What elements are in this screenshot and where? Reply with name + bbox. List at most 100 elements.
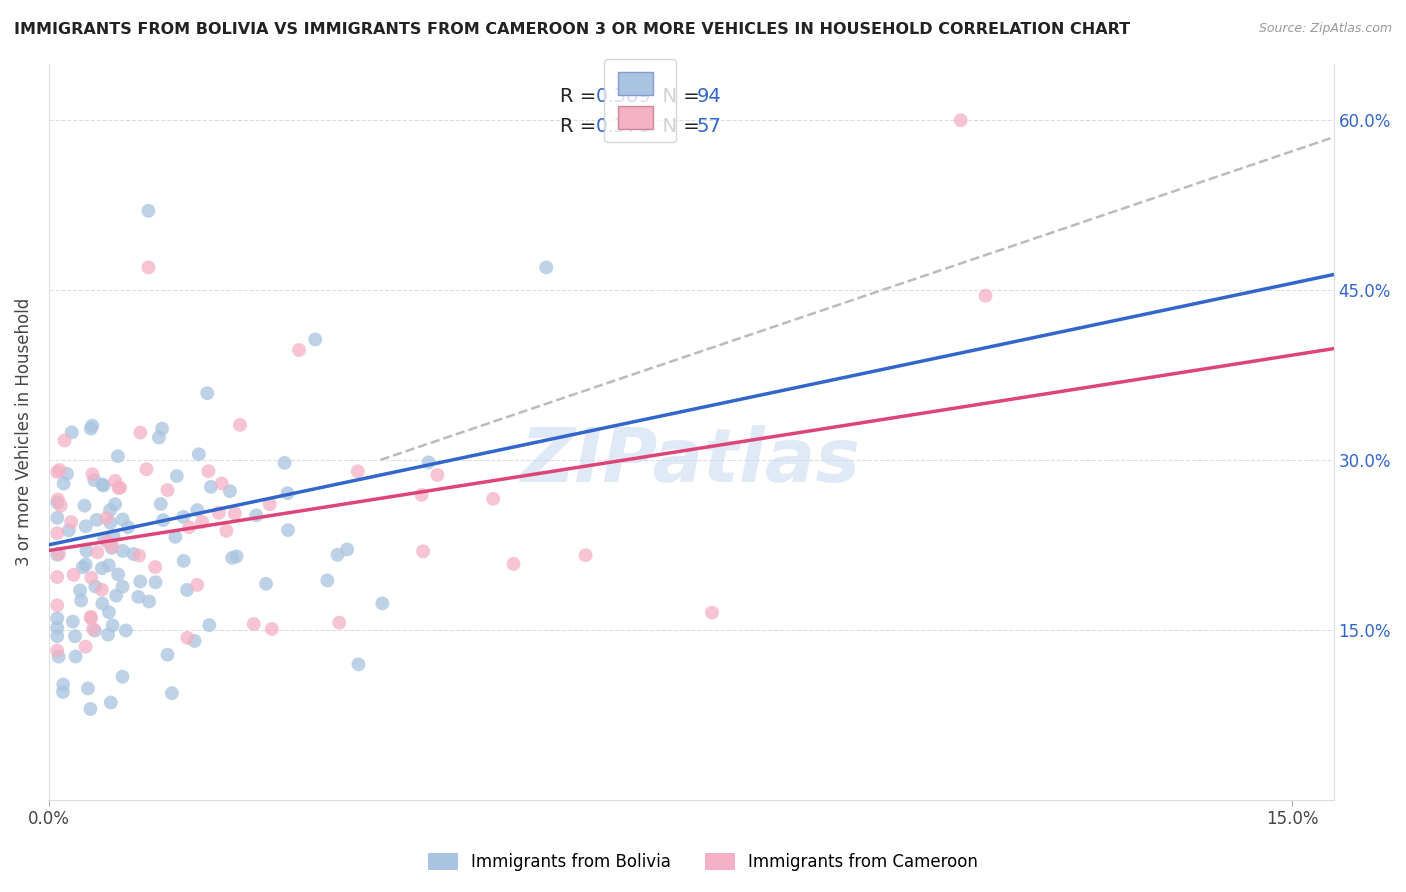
Point — [75, 544, 97, 558]
Point — [215, 524, 238, 538]
Point — [186, 503, 208, 517]
Point — [346, 464, 368, 478]
Point — [86, 513, 108, 527]
Point — [371, 596, 394, 610]
Point — [46, 548, 69, 562]
Point — [259, 497, 281, 511]
Point — [502, 557, 524, 571]
Point — [91, 561, 114, 575]
Point — [52, 685, 75, 699]
Point — [82, 622, 104, 636]
Point — [411, 488, 433, 502]
Point — [93, 533, 115, 547]
Text: R =: R = — [560, 117, 603, 136]
Y-axis label: 3 or more Vehicles in Household: 3 or more Vehicles in Household — [15, 297, 32, 566]
Point — [100, 696, 122, 710]
Point — [165, 530, 187, 544]
Point — [156, 648, 179, 662]
Point — [62, 615, 84, 629]
Point — [328, 615, 350, 630]
Point — [48, 547, 70, 561]
Point — [107, 567, 129, 582]
Point — [80, 571, 103, 585]
Point — [48, 649, 70, 664]
Point — [97, 627, 120, 641]
Point — [46, 510, 69, 524]
Point — [254, 576, 277, 591]
Point — [316, 574, 339, 588]
Point — [100, 516, 122, 530]
Point — [288, 343, 311, 357]
Point — [105, 589, 128, 603]
Point — [128, 549, 150, 563]
Point — [62, 567, 84, 582]
Point — [224, 507, 246, 521]
Point — [186, 578, 208, 592]
Point — [75, 519, 97, 533]
Point — [187, 447, 209, 461]
Point — [48, 463, 70, 477]
Point — [86, 545, 108, 559]
Point — [412, 544, 434, 558]
Point — [82, 467, 104, 482]
Point — [60, 425, 83, 440]
Point — [482, 491, 505, 506]
Point — [103, 529, 125, 543]
Point — [115, 624, 138, 638]
Point — [221, 550, 243, 565]
Point — [70, 593, 93, 607]
Text: Source: ZipAtlas.com: Source: ZipAtlas.com — [1258, 22, 1392, 36]
Point — [58, 524, 80, 538]
Point — [200, 480, 222, 494]
Point — [49, 499, 72, 513]
Point — [173, 554, 195, 568]
Point — [46, 465, 69, 479]
Point — [101, 540, 124, 554]
Point — [80, 609, 103, 624]
Text: 94: 94 — [696, 87, 721, 106]
Point — [138, 203, 160, 218]
Text: R =: R = — [560, 87, 603, 106]
Point — [65, 649, 87, 664]
Point — [104, 474, 127, 488]
Point — [191, 515, 214, 529]
Point — [949, 113, 972, 128]
Point — [336, 542, 359, 557]
Point — [304, 333, 326, 347]
Point — [97, 605, 120, 619]
Legend: Immigrants from Bolivia, Immigrants from Cameroon: Immigrants from Bolivia, Immigrants from… — [420, 845, 986, 880]
Point — [46, 495, 69, 509]
Point — [46, 599, 69, 613]
Point — [60, 515, 83, 529]
Point — [219, 484, 242, 499]
Point — [63, 629, 86, 643]
Point — [75, 558, 97, 572]
Point — [129, 574, 152, 589]
Point — [77, 681, 100, 696]
Point — [172, 509, 194, 524]
Point — [135, 462, 157, 476]
Point — [79, 702, 101, 716]
Point — [156, 483, 179, 498]
Point — [700, 606, 723, 620]
Point — [52, 677, 75, 691]
Point — [183, 634, 205, 648]
Point — [974, 289, 997, 303]
Point — [260, 622, 283, 636]
Point — [111, 580, 134, 594]
Point — [208, 506, 231, 520]
Text: 57: 57 — [696, 117, 721, 136]
Point — [160, 686, 183, 700]
Point — [177, 520, 200, 534]
Point — [46, 643, 69, 657]
Point — [91, 477, 114, 491]
Point — [91, 597, 114, 611]
Point — [277, 523, 299, 537]
Point — [166, 469, 188, 483]
Point — [98, 503, 121, 517]
Point — [138, 260, 160, 275]
Point — [117, 520, 139, 534]
Point — [197, 464, 219, 478]
Point — [46, 629, 69, 643]
Point — [145, 575, 167, 590]
